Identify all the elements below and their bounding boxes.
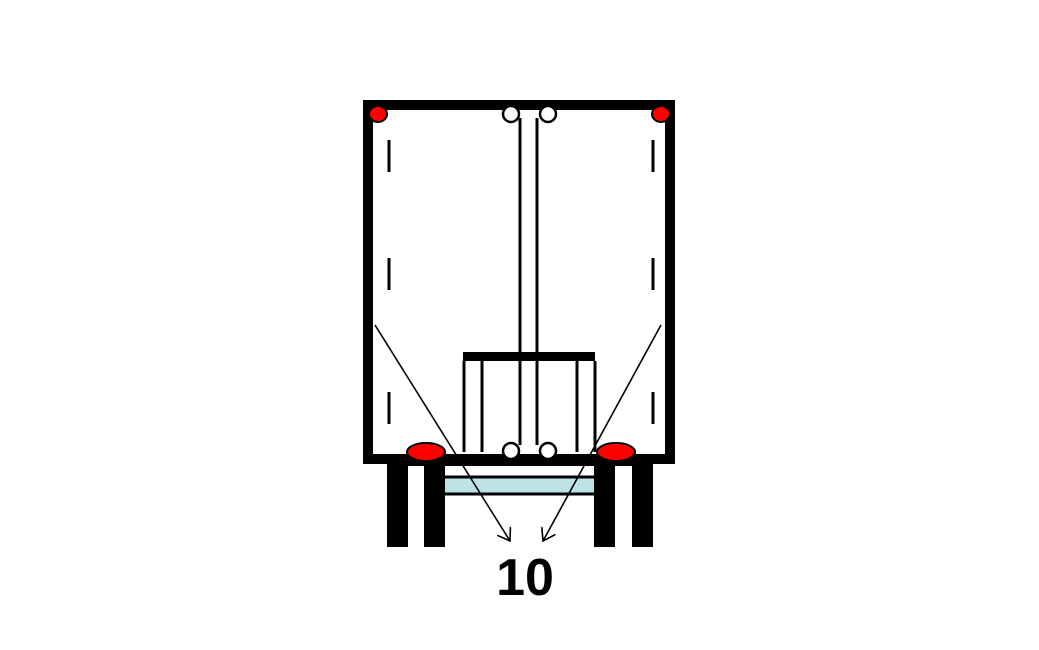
reference-number-label: 10 xyxy=(496,549,554,607)
hinge-icon xyxy=(538,441,558,461)
bottom-rail xyxy=(390,459,648,466)
red-tail-light-icon xyxy=(406,442,446,462)
right-arrow xyxy=(543,324,662,541)
center-lock-rods xyxy=(518,118,539,445)
left-inner-tire xyxy=(424,462,445,547)
red-tail-light-icon xyxy=(596,442,636,462)
red-clearance-light-icon xyxy=(651,105,671,123)
right-outer-tire xyxy=(632,462,653,547)
hinge-icon xyxy=(501,104,521,124)
rear-gate-box xyxy=(462,352,597,452)
left-outer-tire xyxy=(387,462,408,547)
hinge-icon xyxy=(501,441,521,461)
right-inner-tire xyxy=(594,462,615,547)
red-clearance-light-icon xyxy=(368,105,388,123)
underride-bumper xyxy=(438,475,600,496)
hinge-icon xyxy=(538,104,558,124)
left-arrow xyxy=(374,324,510,541)
